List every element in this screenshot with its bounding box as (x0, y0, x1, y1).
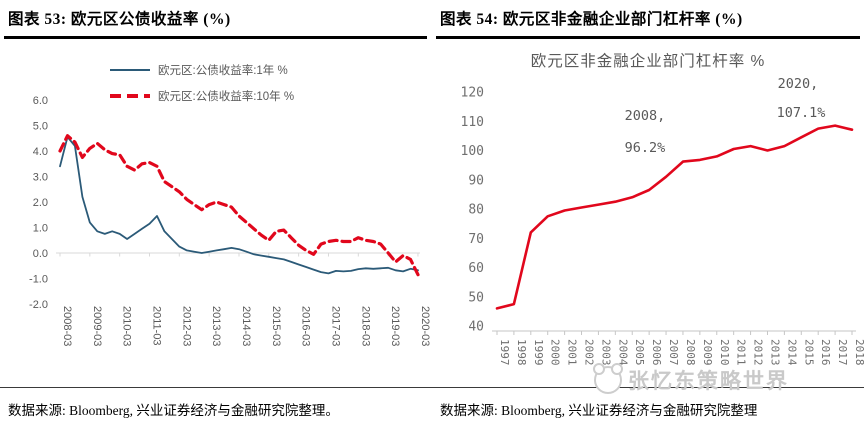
left-y-tick-label: 6.0 (33, 95, 48, 107)
right-x-tick-label: 2009 (701, 339, 714, 366)
left-y-tick-label: 1.0 (33, 223, 48, 235)
right-x-tick-label: 2008 (684, 339, 697, 366)
left-y-tick-label: 3.0 (33, 172, 48, 184)
left-x-tick-label: 2009-03 (91, 306, 103, 346)
right-x-tick-label: 1998 (515, 339, 528, 366)
legend-line-1y-icon (110, 69, 150, 71)
right-y-tick-label: 120 (461, 86, 484, 101)
right-x-tick-label: 2002 (583, 339, 596, 366)
left-x-tick-label: 2008-03 (61, 306, 73, 346)
right-x-tick-label: 2006 (650, 339, 663, 366)
right-x-tick-label: 2000 (549, 339, 562, 366)
left-x-tick-label: 2013-03 (210, 306, 222, 346)
right-figure-title: 图表 54: 欧元区非金融企业部门杠杆率 (%) (440, 11, 743, 28)
left-y-tick-label: 4.0 (33, 146, 48, 158)
right-x-tick-label: 2015 (802, 339, 815, 366)
right-x-tick-label: 2018 (853, 339, 864, 366)
right-x-tick-label: 2016 (819, 339, 832, 366)
left-y-tick-label: 2.0 (33, 197, 48, 209)
left-figure-title: 图表 53: 欧元区公债收益率 (%) (8, 11, 231, 28)
left-y-tick-label: 0.0 (33, 248, 48, 260)
right-y-tick-label: 90 (468, 173, 484, 188)
annotation-year: 2008, (625, 108, 666, 124)
right-x-tick-label: 2012 (752, 339, 765, 366)
right-x-tick-label: 1997 (498, 339, 511, 366)
left-x-tick-label: 2014-03 (240, 306, 252, 346)
left-x-tick-label: 2017-03 (329, 306, 341, 346)
legend-label-10y: 欧元区:公债收益率:10年 % (158, 91, 295, 103)
right-x-tick-label: 1999 (532, 339, 545, 366)
panda-logo-icon (593, 363, 623, 394)
legend-label-1y: 欧元区:公债收益率:1年 % (158, 65, 288, 77)
legend-item-10y: 欧元区:公债收益率:10年 % (110, 83, 294, 109)
left-x-tick-label: 2010-03 (121, 306, 133, 346)
right-x-tick-label: 2001 (566, 339, 579, 366)
right-y-tick-label: 60 (468, 261, 484, 276)
right-chart-inner-title: 欧元区非金融企业部门杠杆率 % (530, 53, 766, 70)
left-x-tick-label: 2018-03 (359, 306, 371, 346)
left-title-underline (4, 36, 427, 39)
right-x-tick-label: 2004 (616, 339, 629, 366)
annotation-year: 2020, (778, 76, 819, 92)
right-title-underline (436, 36, 860, 39)
left-x-tick-label: 2016-03 (300, 306, 312, 346)
left-x-tick-label: 2011-03 (150, 306, 162, 346)
right-x-tick-label: 2013 (768, 339, 781, 366)
right-x-tick-label: 2003 (599, 339, 612, 366)
right-x-tick-label: 2010 (718, 339, 731, 366)
left-y-tick-label: 5.0 (33, 121, 48, 133)
left-x-tick-label: 2015-03 (270, 306, 282, 346)
right-y-tick-label: 110 (461, 115, 484, 130)
annotation-value: 96.2% (625, 140, 666, 156)
watermark-text: 张忆东策略世界 (628, 370, 789, 393)
right-x-tick-label: 2011 (735, 339, 748, 366)
right-y-tick-label: 80 (468, 203, 484, 218)
right-x-tick-label: 2005 (633, 339, 646, 366)
bottom-divider (0, 387, 864, 388)
legend-item-1y: 欧元区:公债收益率:1年 % (110, 57, 294, 83)
watermark: 张忆东策略世界 (593, 363, 789, 395)
left-y-tick-label: -2.0 (29, 299, 48, 311)
right-x-tick-label: 2017 (836, 339, 849, 366)
legend-line-10y-icon (110, 94, 150, 98)
left-y-tick-label: -1.0 (29, 274, 48, 286)
right-y-tick-label: 70 (468, 232, 484, 247)
yield-10y-line (58, 134, 420, 277)
right-y-tick-label: 50 (468, 290, 484, 305)
right-source-note: 数据来源: Bloomberg, 兴业证券经济与金融研究院整理 (440, 403, 758, 418)
leverage-line (495, 124, 854, 310)
left-x-tick-label: 2019-03 (389, 306, 401, 346)
left-source-note: 数据来源: Bloomberg, 兴业证券经济与金融研究院整理。 (8, 403, 339, 418)
left-x-tick-label: 2020-03 (419, 306, 431, 346)
yield-1y-line (59, 136, 419, 275)
left-x-tick-label: 2012-03 (180, 306, 192, 346)
right-y-tick-label: 40 (468, 320, 484, 335)
right-x-tick-label: 2014 (785, 339, 798, 366)
left-chart-legend: 欧元区:公债收益率:1年 % 欧元区:公债收益率:10年 % (110, 57, 294, 109)
right-y-tick-label: 100 (461, 144, 484, 159)
right-x-tick-label: 2007 (667, 339, 680, 366)
annotation-value: 107.1% (777, 105, 826, 121)
